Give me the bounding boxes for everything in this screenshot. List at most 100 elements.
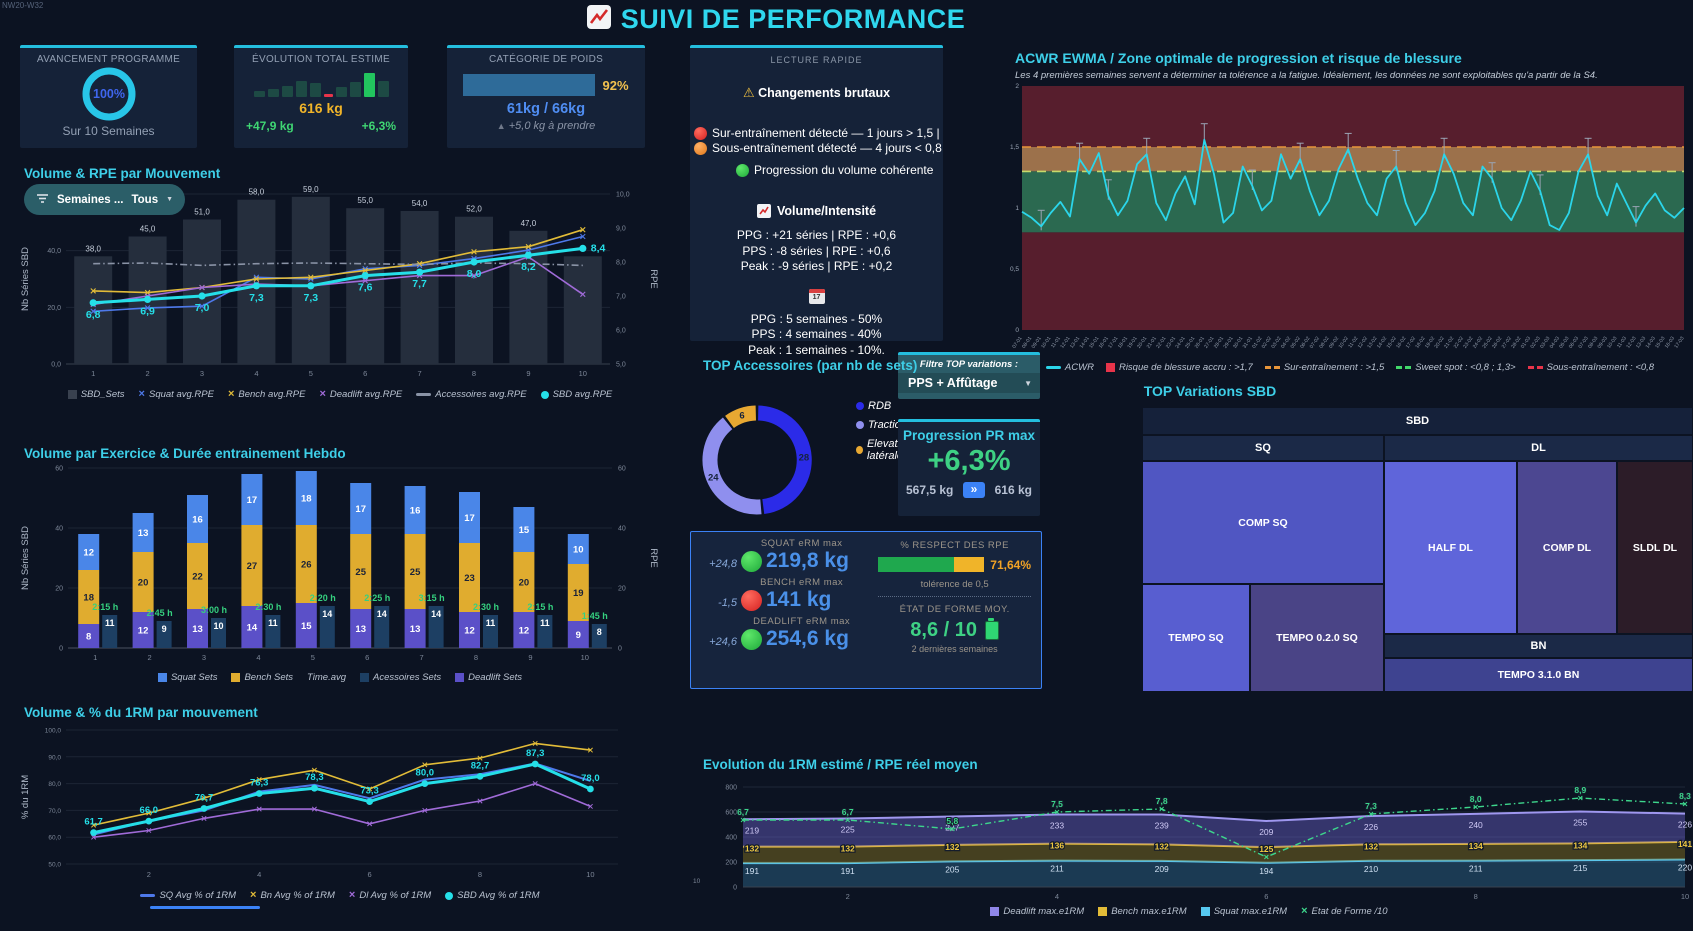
legend-item-deadlift-avg-rpe[interactable]: × Deadlift avg.RPE <box>319 389 402 401</box>
svg-text:134: 134 <box>1469 841 1483 851</box>
legend-item-etat-de-forme-10[interactable]: × Etat de Forme /10 <box>1301 906 1387 918</box>
mini-bar <box>323 94 333 97</box>
svg-text:7,0: 7,0 <box>616 294 626 301</box>
legend-item-accessoires-avg-rpe[interactable]: Accessoires avg.RPE <box>416 389 527 400</box>
legend-item-bn-avg-of-1rm[interactable]: × Bn Avg % of 1RM <box>250 890 335 902</box>
top-accessoires-donut[interactable]: 28 24 6 <box>690 382 905 537</box>
treemap-cell-sbd[interactable]: SBD <box>1143 408 1692 434</box>
treemap-cell-sldl-dl[interactable]: SLDL DL <box>1618 462 1692 633</box>
svg-text:2:20 h: 2:20 h <box>310 593 336 603</box>
svg-text:Nb Séries SBD: Nb Séries SBD <box>20 526 31 590</box>
legend-item-sur-entra-nement-1-5[interactable]: Sur-entraînement : >1,5 <box>1264 362 1385 373</box>
legend-item-dl-avg-of-1rm[interactable]: × Dl Avg % of 1RM <box>349 890 431 902</box>
legend-item-squat-max-e1rm[interactable]: Squat max.e1RM <box>1200 906 1287 917</box>
legend-item-acessoires-sets[interactable]: Acessoires Sets <box>360 672 441 683</box>
weeks-filter-label[interactable]: Semaines ... <box>57 193 124 206</box>
legend-marker <box>1264 366 1280 369</box>
all-filter-label[interactable]: Tous <box>131 193 159 206</box>
treemap-cell-comp-sq[interactable]: COMP SQ <box>1143 462 1383 583</box>
svg-text:14: 14 <box>247 623 258 634</box>
svg-text:134: 134 <box>1573 840 1587 850</box>
chart-zoom-scrollbar[interactable] <box>150 906 260 909</box>
svg-text:8: 8 <box>1474 892 1478 901</box>
svg-text:4: 4 <box>256 653 260 662</box>
svg-text:8: 8 <box>86 632 91 643</box>
legend-label: Sur-entraînement : >1,5 <box>1283 362 1385 373</box>
svg-text:209: 209 <box>1259 827 1273 837</box>
legend-marker <box>416 393 432 396</box>
legend-item-bench-avg-rpe[interactable]: × Bench avg.RPE <box>228 389 306 401</box>
legend-label: Acessoires Sets <box>373 672 442 683</box>
legend-item-bench-sets[interactable]: Bench Sets <box>231 672 293 683</box>
acwr-chart[interactable]: 00,511,5207-0108-0109-0110-0111-0112-011… <box>1008 80 1692 362</box>
legend-marker <box>990 907 1000 916</box>
filtre-select[interactable]: PPS + Affûtage ▼ <box>898 373 1040 393</box>
svg-text:RPE: RPE <box>648 548 658 568</box>
kpi-label: CATÉGORIE DE POIDS <box>488 54 604 65</box>
svg-text:18: 18 <box>301 494 312 505</box>
window-tag: NW20-W32 <box>2 1 44 10</box>
svg-text:25: 25 <box>355 567 366 578</box>
svg-text:7,6: 7,6 <box>358 282 373 294</box>
legend-item-sbd-avg-rpe[interactable]: SBD avg.RPE <box>540 389 612 400</box>
svg-text:15: 15 <box>301 621 312 632</box>
legend-item-risque-de-blessure-accru-1-7[interactable]: Risque de blessure accru : >1,7 <box>1105 362 1253 373</box>
svg-text:9: 9 <box>526 369 530 378</box>
legend-item-sq-avg-of-1rm[interactable]: SQ Avg % of 1RM <box>140 890 236 901</box>
svg-text:7,5: 7,5 <box>1051 799 1063 809</box>
svg-text:136: 136 <box>1050 841 1064 851</box>
volume-rpe-chart[interactable]: 38,045,051,058,0 59,055,0 54,052,047,00,02… <box>18 178 658 390</box>
svg-text:7,3: 7,3 <box>1365 801 1377 811</box>
svg-text:132: 132 <box>1364 841 1378 851</box>
svg-text:8: 8 <box>472 369 476 378</box>
legend-item-sous-entra-nement-0-8[interactable]: Sous-entraînement : <0,8 <box>1527 362 1654 373</box>
legend-item-sweet-spot-0-8-1-3-[interactable]: Sweet spot : <0,8 ; 1,3> <box>1396 362 1516 373</box>
svg-text:8,4: 8,4 <box>591 242 606 254</box>
weeks-filter[interactable]: Semaines ... Tous ▼ <box>24 184 186 215</box>
red-status-icon <box>741 589 762 611</box>
treemap-cell-dl[interactable]: DL <box>1385 436 1692 460</box>
svg-text:82,7: 82,7 <box>471 760 490 771</box>
legend-item-deadlift-sets[interactable]: Deadlift Sets <box>455 672 522 683</box>
legend-item-squat-avg-rpe[interactable]: × Squat avg.RPE <box>138 388 214 401</box>
treemap-cell-tempo-3-1-0-bn[interactable]: TEMPO 3.1.0 BN <box>1385 659 1692 691</box>
svg-text:7,0: 7,0 <box>195 302 210 314</box>
svg-text:6: 6 <box>368 870 372 879</box>
legend-item-rdb[interactable]: RDB <box>856 400 950 412</box>
erm-value: 141 kg <box>766 588 832 611</box>
treemap-cell-tempo-0-2-0-sq[interactable]: TEMPO 0.2.0 SQ <box>1251 585 1383 691</box>
svg-text:80,0: 80,0 <box>416 768 435 779</box>
legend-item-time-avg[interactable]: Time.avg <box>307 672 346 683</box>
pct-1rm-chart[interactable]: 50,0 60,0 70,0 80,0 90,0 100,0 61,7 66,0 70,7 76,… <box>18 716 663 884</box>
erm-value: 219,8 kg <box>766 549 849 572</box>
treemap-cell-sq[interactable]: SQ <box>1143 436 1383 460</box>
svg-text:50,0: 50,0 <box>48 862 61 869</box>
legend-item-acwr[interactable]: ACWR <box>1045 362 1094 373</box>
legend-item-sbd-sets[interactable]: SBD_Sets <box>67 389 125 400</box>
treemap-cell-half-dl[interactable]: HALF DL <box>1385 462 1516 633</box>
svg-text:8,9: 8,9 <box>1574 785 1586 795</box>
svg-text:27: 27 <box>247 561 258 572</box>
svg-text:40: 40 <box>55 526 63 533</box>
svg-text:226: 226 <box>1678 820 1692 830</box>
treemap-cell-bn[interactable]: BN <box>1385 635 1692 657</box>
treemap-cell-comp-dl[interactable]: COMP DL <box>1518 462 1616 633</box>
legend-item-bench-max-e1rm[interactable]: Bench max.e1RM <box>1098 906 1187 917</box>
svg-text:25: 25 <box>410 567 421 578</box>
legend-item-deadlift-max-e1rm[interactable]: Deadlift max.e1RM <box>990 906 1084 917</box>
volume-rpe-legend: SBD_Sets × Squat avg.RPE × Bench avg.RPE × Dea… <box>40 389 640 400</box>
respect-rpe-note: tolérence de 0,5 <box>920 579 989 590</box>
svg-text:5: 5 <box>311 653 315 662</box>
legend-label: Bench max.e1RM <box>1111 906 1187 917</box>
pr-from: 567,5 kg <box>906 483 954 497</box>
respect-rpe-label: % RESPECT DES RPE <box>900 540 1009 551</box>
volume-line: Peak : -9 séries | RPE : +0,2 <box>740 259 893 273</box>
legend-label: Deadlift Sets <box>468 672 523 683</box>
legend-item-sbd-avg-of-1rm[interactable]: SBD Avg % of 1RM <box>445 890 540 901</box>
legend-marker: × <box>138 388 145 400</box>
treemap-cell-tempo-sq[interactable]: TEMPO SQ <box>1143 585 1249 691</box>
legend-item-squat-sets[interactable]: Squat Sets <box>157 672 217 683</box>
